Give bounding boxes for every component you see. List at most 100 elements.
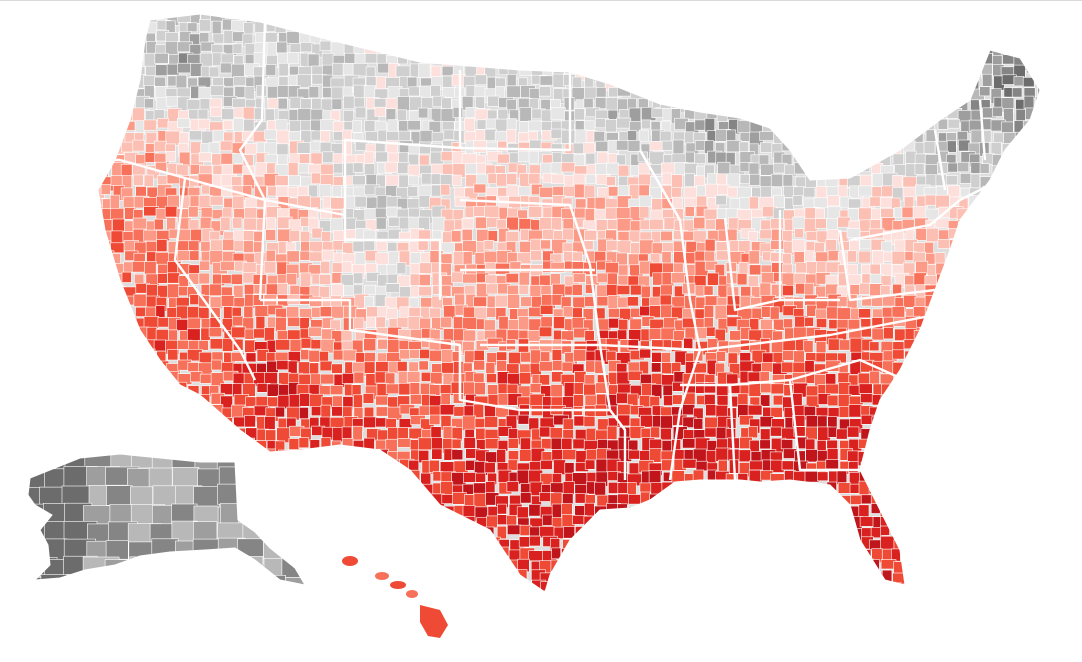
county-cell [1015,504,1029,519]
county-cell [341,482,353,493]
county-cell [693,516,706,529]
county-cell [806,75,817,89]
county-cell [716,85,727,98]
county-cell [453,14,466,22]
county-cell [539,44,555,57]
county-cell [395,547,408,562]
county-cell [539,361,555,372]
county-cell [254,480,267,493]
county-cell [143,426,154,438]
county-cell [331,473,343,487]
county-cell [935,493,948,508]
county-cell [784,119,798,132]
county-cell [1036,251,1040,264]
county-cell [804,595,815,607]
county-cell [803,492,813,506]
county-cell [737,64,749,76]
county-cell [1033,131,1040,146]
county-cell [157,572,170,585]
county-cell [575,21,589,36]
county-cell [957,538,970,550]
county-cell [905,121,921,133]
county-cell [630,515,643,527]
county-cell [319,306,334,318]
county-cell [265,595,280,604]
county-cell [989,416,1003,428]
county-cell [1026,172,1040,186]
county-cell [98,109,104,124]
county-cell [904,383,918,396]
county-cell [695,74,709,89]
county-cell [684,14,695,22]
county-cell [925,174,937,187]
county-cell [957,525,969,537]
county-cell [770,473,785,485]
county-cell [717,459,728,474]
county-cell [882,403,896,414]
county-cell [838,527,850,540]
county-cell [585,174,596,184]
county-cell [1025,19,1040,33]
county-cell [209,195,224,206]
county-cell [824,20,836,31]
county-cell [958,448,970,463]
county-cell [376,32,388,45]
county-cell [968,481,983,493]
county-cell [879,197,892,208]
county-cell [605,515,618,529]
county-cell [728,513,743,525]
county-cell [913,394,925,409]
county-cell [905,20,921,33]
county-cell [849,284,861,296]
county-cell [396,470,409,483]
county-cell [883,327,894,340]
county-cell [1013,350,1028,363]
county-cell [846,581,862,592]
county-cell [936,382,952,395]
county-cell [608,308,621,318]
county-cell [277,154,289,166]
county-cell [132,427,144,442]
county-cell [341,140,352,156]
county-cell [781,87,795,103]
county-cell [978,318,994,330]
county-cell [662,14,674,19]
county-cell [210,448,223,464]
county-cell [407,120,421,131]
county-cell [1003,262,1019,273]
county-cell [947,118,960,129]
county-cell [539,304,554,315]
alaska-borough-cell [307,487,339,512]
county-cell [880,117,893,128]
county-cell [749,108,760,124]
county-cell [562,481,575,495]
county-cell [806,504,820,520]
county-cell [101,97,112,110]
county-cell [860,393,874,403]
county-cell [1037,591,1040,592]
county-cell [627,52,638,64]
county-cell [352,570,365,582]
county-cell [417,506,433,519]
county-cell [705,326,716,337]
county-cell [947,87,960,100]
county-cell [1046,239,1059,249]
county-cell [979,163,990,174]
county-cell [319,14,335,21]
county-cell [927,471,938,482]
county-cell [450,557,462,570]
county-cell [245,352,257,363]
county-cell [441,550,457,562]
county-cell [201,559,217,570]
county-cell [310,505,324,518]
county-cell [275,339,290,351]
county-cell [703,394,716,406]
county-cell [101,273,116,285]
county-cell [1025,107,1038,120]
county-cell [992,106,1003,117]
county-cell [859,130,872,145]
county-cell [223,119,234,131]
county-cell [594,14,609,25]
county-cell [868,29,884,41]
county-cell [197,405,213,421]
